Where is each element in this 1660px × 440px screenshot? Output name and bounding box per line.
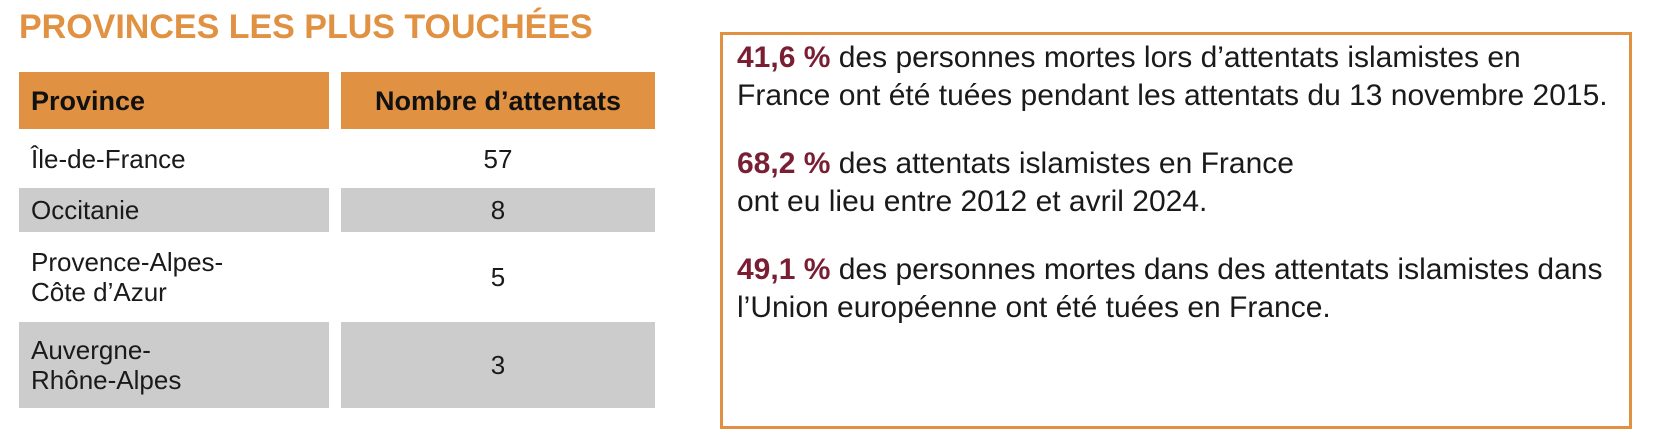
count-cell: 3 [341, 322, 655, 408]
count-cell: 57 [483, 143, 513, 174]
stat-paragraph: 49,1 % des personnes mortes dans des att… [737, 251, 1615, 327]
table-row: Île-de-France 57 [19, 129, 655, 188]
table-row: Auvergne- Rhône-Alpes 3 [19, 322, 655, 408]
province-cell: Provence-Alpes- Côte d’Azur [31, 247, 224, 307]
stat-value: 49,1 % [737, 253, 831, 286]
count-cell: 5 [490, 262, 506, 292]
province-cell: Auvergne- Rhône-Alpes [19, 322, 329, 408]
provinces-table: Province Nombre d’attentats Île-de-Franc… [19, 72, 655, 408]
stat-paragraph: 68,2 % des attentats islamistes en Franc… [737, 145, 1615, 221]
header-count: Nombre d’attentats [341, 72, 655, 129]
stat-text: des personnes mortes lors d’attentats is… [737, 41, 1608, 112]
table-row: Provence-Alpes- Côte d’Azur 5 [19, 232, 655, 322]
table-row: Occitanie 8 [19, 188, 655, 232]
count-cell: 8 [341, 188, 655, 232]
stat-paragraph: 41,6 % des personnes mortes lors d’atten… [737, 39, 1615, 115]
header-province: Province [19, 72, 329, 129]
stat-value: 68,2 % [737, 147, 831, 180]
section-title: PROVINCES LES PLUS TOUCHÉES [19, 8, 593, 46]
table-header: Province Nombre d’attentats [19, 72, 655, 129]
stats-box: 41,6 % des personnes mortes lors d’atten… [720, 32, 1632, 429]
stat-value: 41,6 % [737, 41, 831, 74]
province-cell: Occitanie [19, 188, 329, 232]
province-cell: Île-de-France [31, 143, 186, 174]
stat-text: des attentats islamistes en France ont e… [737, 147, 1294, 218]
stat-text: des personnes mortes dans des attentats … [737, 253, 1603, 324]
